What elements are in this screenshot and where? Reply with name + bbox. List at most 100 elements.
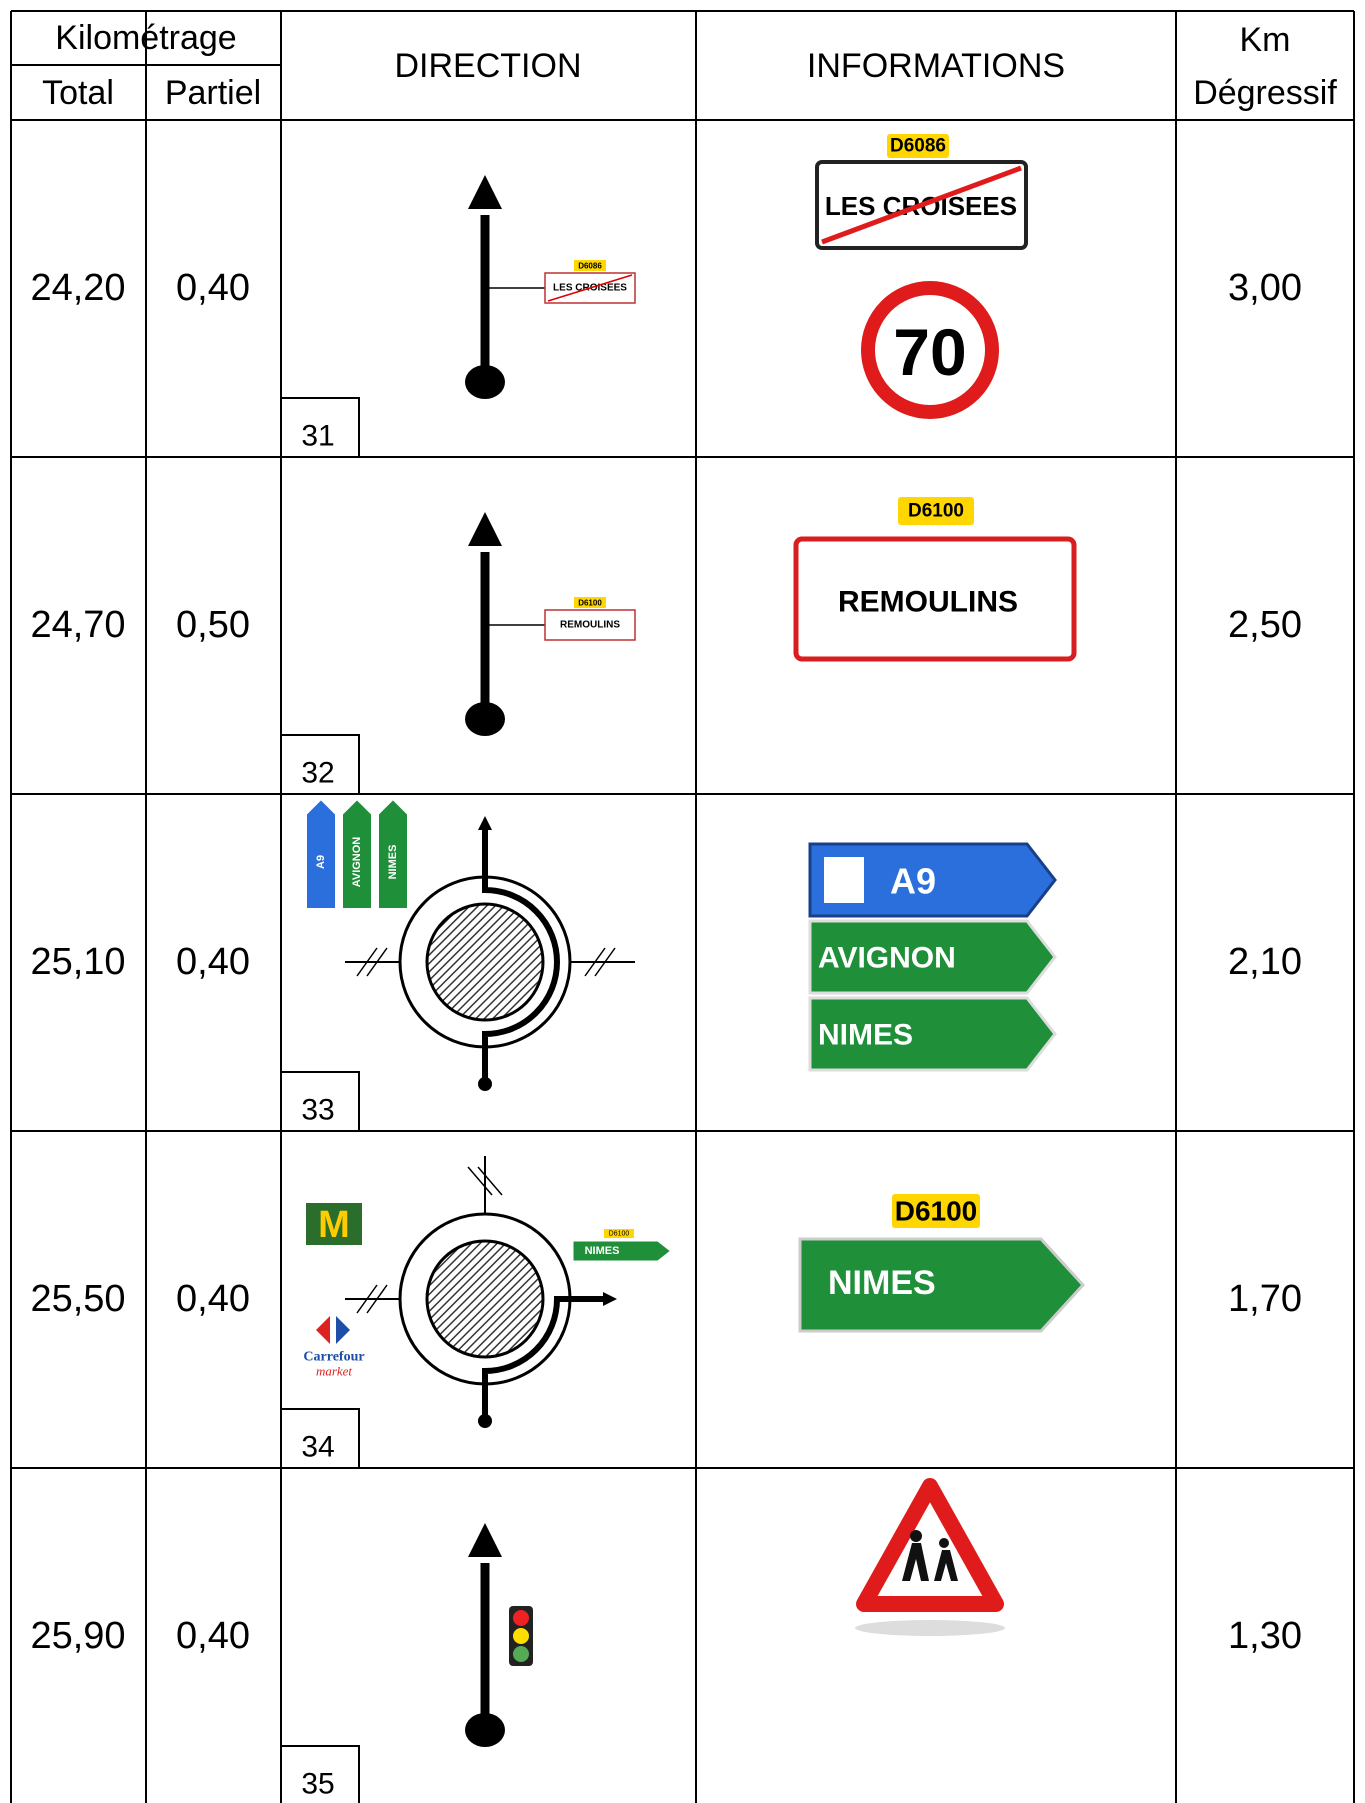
step-box bbox=[280, 1071, 360, 1132]
logo-box bbox=[306, 1203, 362, 1245]
total-km: 24,70 bbox=[30, 604, 125, 646]
town-sign-text: REMOULINS bbox=[838, 586, 1018, 619]
mini-sign-text: NIMES bbox=[585, 1245, 620, 1257]
route-badge bbox=[892, 1194, 980, 1228]
child-head bbox=[910, 1530, 922, 1542]
total-km: 25,10 bbox=[30, 941, 125, 983]
direction-sign-text: NIMES bbox=[818, 1019, 913, 1052]
town-sign bbox=[793, 536, 1077, 662]
step-number: 32 bbox=[301, 757, 334, 790]
mini-route: D6086 bbox=[578, 262, 602, 271]
arrow-head bbox=[478, 816, 492, 830]
mini-badge bbox=[574, 597, 606, 608]
direction-sign bbox=[808, 842, 1057, 918]
header-kilometrage: Kilométrage bbox=[55, 19, 236, 57]
header-total: Total bbox=[42, 74, 114, 112]
partial-km: 0,40 bbox=[176, 1278, 250, 1320]
step-number: 31 bbox=[301, 420, 334, 453]
island bbox=[425, 902, 545, 1022]
start-dot bbox=[478, 1077, 492, 1091]
island bbox=[425, 1239, 545, 1359]
brand-logo bbox=[336, 1316, 350, 1344]
light bbox=[513, 1646, 529, 1662]
start-dot bbox=[465, 365, 505, 399]
road-slash bbox=[584, 947, 606, 977]
partial-km: 0,40 bbox=[176, 267, 250, 309]
arrow-head bbox=[468, 175, 502, 209]
start-dot bbox=[465, 702, 505, 736]
mini-panel-text: A9 bbox=[315, 855, 327, 869]
brand-sub: market bbox=[316, 1364, 352, 1379]
brand-logo bbox=[316, 1316, 330, 1344]
header-direction: DIRECTION bbox=[395, 47, 582, 85]
header-partiel: Partiel bbox=[165, 74, 261, 112]
mini-panel bbox=[341, 797, 373, 910]
road-slash bbox=[366, 947, 388, 977]
route-badge bbox=[887, 134, 949, 158]
remaining-km: 1,70 bbox=[1228, 1278, 1302, 1320]
route-badge bbox=[898, 497, 974, 525]
route-number: D6100 bbox=[908, 501, 964, 522]
step-box bbox=[280, 397, 360, 458]
light bbox=[513, 1628, 529, 1644]
mini-badge bbox=[604, 1229, 634, 1238]
light bbox=[513, 1610, 529, 1626]
mini-cross bbox=[547, 274, 633, 302]
motorway-icon bbox=[824, 857, 864, 903]
mini-panel-text: NIMES bbox=[387, 845, 399, 880]
mini-route: D6100 bbox=[578, 599, 602, 608]
remaining-km: 1,30 bbox=[1228, 1615, 1302, 1657]
route-path bbox=[482, 1296, 603, 1421]
end-bar bbox=[821, 165, 1022, 245]
speed-sign bbox=[861, 281, 999, 419]
step-number: 35 bbox=[301, 1768, 334, 1801]
step-number: 33 bbox=[301, 1094, 334, 1127]
mini-panel bbox=[305, 797, 337, 910]
mini-direction-sign bbox=[570, 1238, 675, 1264]
child-head bbox=[939, 1538, 949, 1548]
header-informations: INFORMATIONS bbox=[807, 47, 1065, 85]
header-km: Km bbox=[1240, 21, 1291, 59]
direction-sign-text: AVIGNON bbox=[818, 942, 956, 975]
route-path bbox=[482, 830, 560, 1084]
remaining-km: 3,00 bbox=[1228, 267, 1302, 309]
arrow-head bbox=[468, 1523, 502, 1557]
arrow-head bbox=[468, 512, 502, 546]
step-box bbox=[280, 734, 360, 795]
direction-sign bbox=[798, 1237, 1086, 1333]
route-number: D6086 bbox=[890, 136, 946, 157]
mini-sign-text: REMOULINS bbox=[560, 620, 620, 631]
arrow-head bbox=[603, 1292, 617, 1306]
start-dot bbox=[465, 1713, 505, 1747]
direction-sign bbox=[808, 996, 1057, 1072]
road-slash bbox=[356, 947, 378, 977]
mini-badge bbox=[574, 260, 606, 271]
step-number: 34 bbox=[301, 1431, 334, 1464]
road-slash bbox=[356, 1284, 378, 1314]
direction-sign bbox=[808, 919, 1057, 995]
step-box bbox=[280, 1408, 360, 1469]
brand-name: Carrefour bbox=[303, 1350, 364, 1365]
road-slash bbox=[366, 1284, 388, 1314]
mini-sign bbox=[544, 609, 636, 641]
road-slash bbox=[467, 1166, 493, 1196]
warning-sign bbox=[856, 1478, 1004, 1612]
direction-sign-text: A9 bbox=[890, 861, 936, 902]
step-box bbox=[280, 1745, 360, 1803]
total-km: 24,20 bbox=[30, 267, 125, 309]
logo-mark: M bbox=[318, 1204, 350, 1246]
partial-km: 0,40 bbox=[176, 941, 250, 983]
speed-text: 70 bbox=[893, 315, 966, 389]
remaining-km: 2,10 bbox=[1228, 941, 1302, 983]
mini-panel-text: AVIGNON bbox=[351, 837, 363, 888]
mini-route: D6100 bbox=[609, 1231, 630, 1238]
partial-km: 0,50 bbox=[176, 604, 250, 646]
children-icon bbox=[902, 1543, 958, 1581]
sign-shadow bbox=[855, 1620, 1005, 1636]
remaining-km: 2,50 bbox=[1228, 604, 1302, 646]
mini-panel bbox=[377, 797, 409, 910]
start-dot bbox=[478, 1414, 492, 1428]
